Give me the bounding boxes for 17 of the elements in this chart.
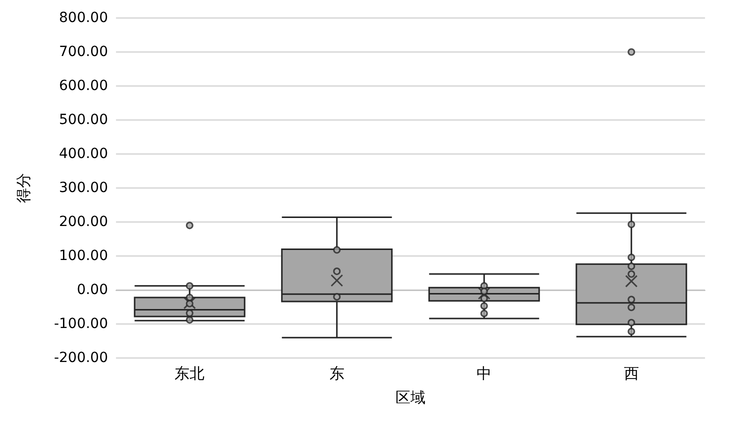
y-tick-label: 300.00 xyxy=(59,180,108,196)
y-tick-label: -200.00 xyxy=(54,350,108,366)
y-tick-label: 500.00 xyxy=(59,112,108,128)
x-tick-label: 中 xyxy=(476,364,492,382)
y-tick-label: 600.00 xyxy=(59,78,108,94)
x-axis-title: 区域 xyxy=(396,388,426,406)
y-tick-label: 800.00 xyxy=(59,10,108,26)
x-tick-label: 东 xyxy=(329,364,344,382)
y-tick-label: 100.00 xyxy=(59,248,108,264)
y-tick-label: 200.00 xyxy=(59,214,108,230)
x-tick-label: 东北 xyxy=(174,364,205,382)
y-tick-label: 0.00 xyxy=(76,282,108,298)
y-tick-label: -100.00 xyxy=(54,316,108,332)
y-tick-label: 400.00 xyxy=(59,146,108,162)
x-tick-label: 西 xyxy=(624,364,639,382)
y-tick-label: 700.00 xyxy=(59,44,108,60)
y-axis-title: 得分 xyxy=(14,173,32,203)
